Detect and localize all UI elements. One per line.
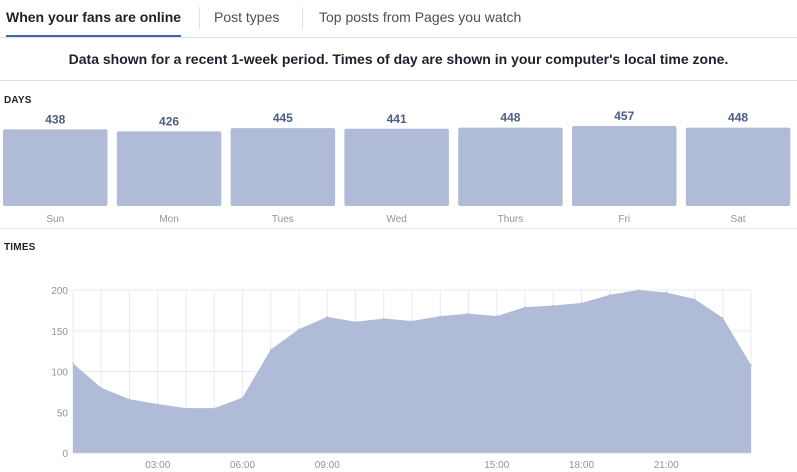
x-tick-label: 21:00	[654, 460, 679, 471]
day-bar-fri	[572, 126, 677, 206]
y-tick-label: 0	[62, 449, 68, 460]
day-bar-thurs	[458, 127, 563, 206]
day-value-label: 438	[45, 112, 65, 126]
hour-data-point	[298, 328, 300, 330]
hour-data-point	[552, 304, 555, 307]
hour-data-point	[750, 364, 752, 366]
hour-data-point	[580, 302, 583, 304]
day-tick-label: Sat	[731, 214, 746, 225]
hour-data-point	[128, 398, 131, 401]
day-tick-label: Wed	[386, 214, 406, 225]
x-tick-label: 03:00	[145, 460, 170, 471]
hour-data-point	[693, 298, 696, 300]
times-area-chart: 0 50 100 150 200 03:00 06:00 09:00 15:00 18:00 21:…	[51, 286, 752, 471]
day-tick-label: Fri	[618, 214, 630, 225]
day-value-label: 448	[500, 111, 520, 125]
tab-post-types[interactable]: Post types	[214, 9, 280, 25]
hour-data-point	[637, 289, 639, 291]
hour-data-point	[72, 362, 74, 365]
x-tick-label: 06:00	[230, 460, 255, 471]
hour-data-point	[100, 387, 103, 389]
hour-data-point	[269, 348, 272, 351]
day-value-label: 448	[728, 111, 748, 125]
hour-data-point	[185, 407, 187, 409]
tab-top-posts-pages-you-watch[interactable]: Top posts from Pages you watch	[319, 9, 522, 25]
day-tick-label: Sun	[46, 214, 64, 225]
y-tick-label: 200	[51, 286, 68, 297]
tab-separator	[199, 7, 200, 29]
hour-data-point	[608, 294, 611, 296]
day-tick-label: Thurs	[498, 214, 524, 225]
x-tick-label: 15:00	[484, 460, 509, 471]
hour-data-point	[354, 320, 357, 323]
hour-data-point	[241, 396, 244, 399]
day-bar-mon	[116, 131, 222, 206]
tab-when-fans-online[interactable]: When your fans are online	[6, 0, 182, 37]
tab-separator	[302, 7, 303, 29]
day-value-label: 445	[273, 111, 293, 125]
hour-data-point	[439, 315, 442, 317]
hour-data-point	[213, 407, 216, 409]
hour-data-point	[156, 403, 159, 405]
days-bar-chart: 438 Sun 426 Mon 445 Tues 441 Wed 448 Thurs 457 Fri 4…	[3, 109, 791, 225]
timezone-notice: Data shown for a recent 1-week period. T…	[0, 38, 797, 81]
hour-data-point	[382, 317, 385, 320]
y-tick-label: 50	[57, 408, 69, 419]
hour-data-point	[411, 320, 413, 322]
day-tick-label: Tues	[272, 214, 294, 225]
hour-data-point	[665, 291, 668, 294]
hour-data-point	[467, 312, 470, 315]
y-tick-label: 100	[51, 368, 68, 379]
day-bar-tues	[230, 128, 336, 206]
day-value-label: 441	[387, 112, 407, 126]
day-tick-label: Mon	[159, 214, 178, 225]
days-section-label: DAYS	[4, 95, 32, 106]
x-tick-label: 09:00	[315, 460, 340, 471]
hour-data-point	[524, 306, 526, 308]
hour-data-point	[326, 316, 329, 318]
day-bar-wed	[344, 128, 449, 206]
fans-online-area	[73, 290, 751, 453]
hour-data-point	[495, 315, 498, 317]
hour-data-point	[721, 316, 724, 319]
times-section-label: TIMES	[4, 242, 36, 253]
day-value-label: 457	[614, 109, 634, 123]
section-divider	[0, 228, 797, 229]
insights-tab-bar: When your fans are online Post types Top…	[0, 0, 797, 38]
day-value-label: 426	[159, 114, 179, 128]
day-bar-sun	[3, 129, 108, 206]
x-tick-label: 18:00	[569, 460, 594, 471]
day-bar-sat	[685, 127, 791, 206]
y-tick-label: 150	[51, 327, 68, 338]
